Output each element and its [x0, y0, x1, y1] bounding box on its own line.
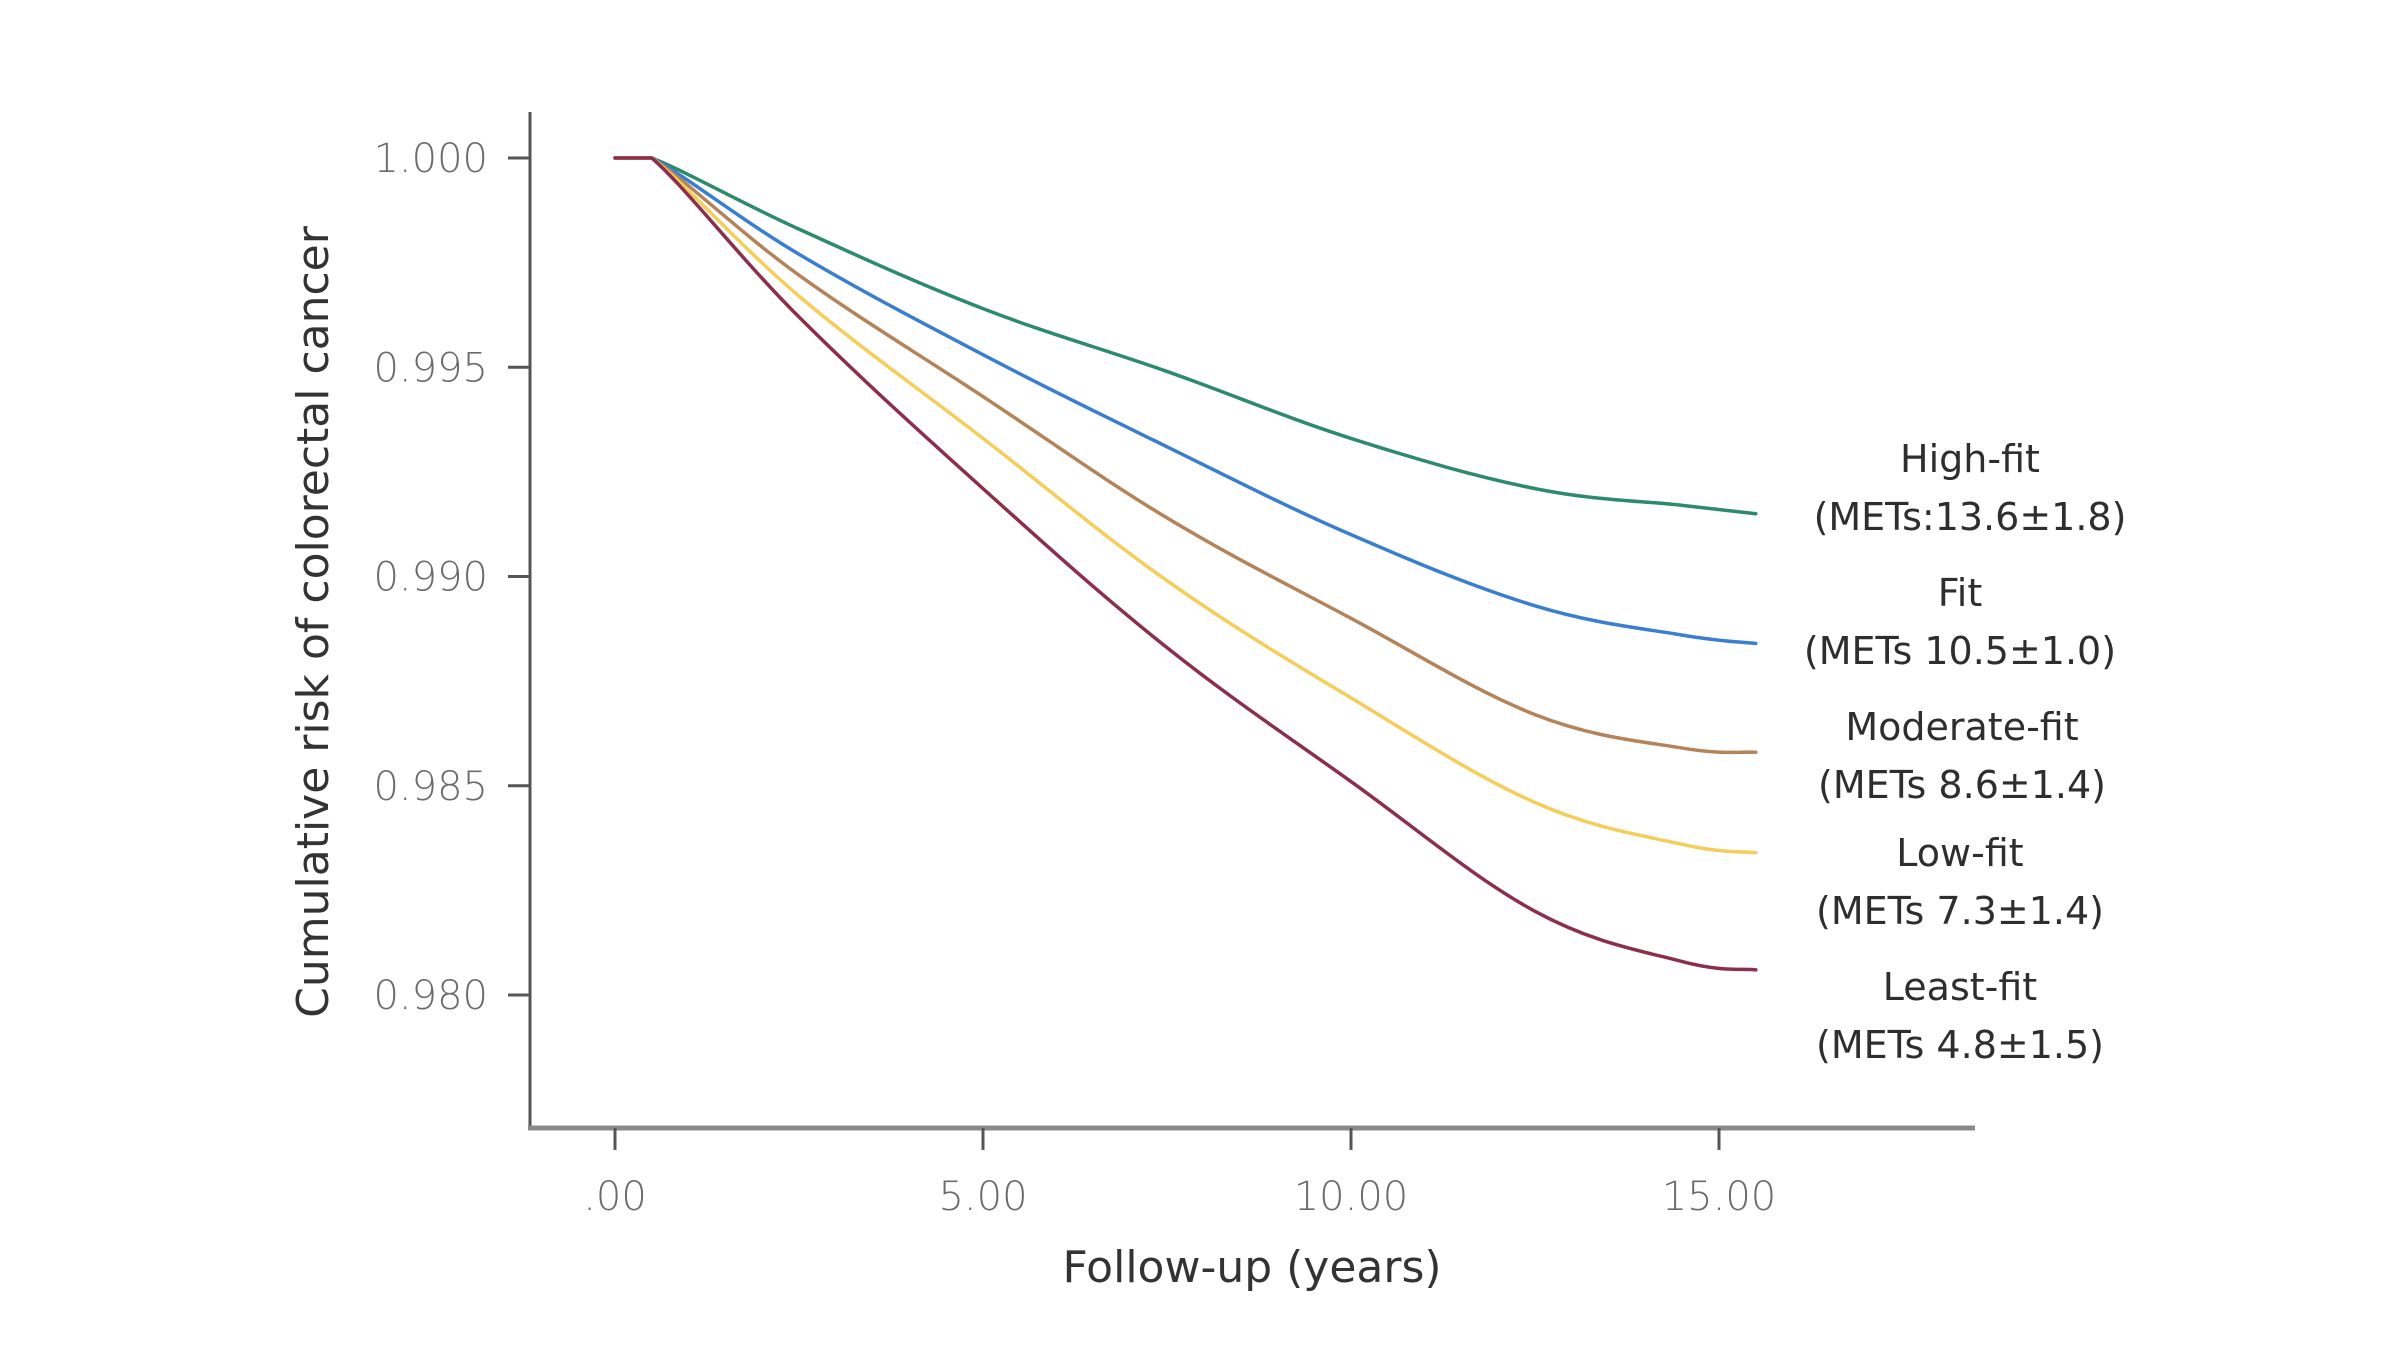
y-axis-ticks: 1.000 0.995 0.990 0.985 0.980: [373, 136, 530, 1019]
x-axis: .00 5.00 10.00 15.00 Follow-up (years): [528, 1125, 1975, 1293]
x-tick-label: 10.00: [1294, 1174, 1409, 1220]
series-line-low-fit: [613, 156, 1758, 855]
x-axis-ticks: .00 5.00 10.00 15.00: [583, 1128, 1776, 1220]
y-tick-label: 0.995: [373, 345, 488, 391]
series-line-least-fit: [613, 156, 1758, 972]
series-lines: [613, 156, 1758, 972]
legend: High-fit (METs:13.6±1.8) Fit (METs 10.5±1.0…: [1804, 437, 2127, 1067]
legend-detail: (METs 7.3±1.4): [1816, 889, 2104, 933]
y-tick-label: 0.985: [373, 764, 488, 810]
x-tick-label: 5.00: [938, 1174, 1027, 1220]
legend-detail: (METs:13.6±1.8): [1814, 495, 2127, 539]
legend-label: Fit: [1938, 571, 1983, 615]
x-axis-title: Follow-up (years): [1062, 1242, 1441, 1293]
legend-item: High-fit (METs:13.6±1.8): [1814, 437, 2127, 539]
y-axis: 1.000 0.995 0.990 0.985 0.980 Cumulative ris…: [288, 112, 532, 1130]
series-line-moderate-fit: [613, 156, 1758, 755]
legend-label: Moderate-fit: [1845, 705, 2078, 749]
y-tick-label: 1.000: [373, 136, 488, 182]
legend-label: High-fit: [1900, 437, 2040, 481]
y-tick-label: 0.980: [373, 973, 488, 1019]
legend-detail: (METs 4.8±1.5): [1816, 1023, 2104, 1067]
legend-item: Fit (METs 10.5±1.0): [1804, 571, 2116, 673]
series-line-fit: [613, 156, 1758, 646]
legend-label: Least-fit: [1883, 965, 2037, 1009]
legend-item: Low-fit (METs 7.3±1.4): [1816, 831, 2104, 933]
legend-item: Moderate-fit (METs 8.6±1.4): [1818, 705, 2106, 807]
series-line-high-fit: [613, 156, 1758, 516]
x-tick-label: .00: [583, 1174, 647, 1220]
legend-item: Least-fit (METs 4.8±1.5): [1816, 965, 2104, 1067]
x-tick-label: 15.00: [1662, 1174, 1777, 1220]
legend-label: Low-fit: [1896, 831, 2023, 875]
legend-detail: (METs 8.6±1.4): [1818, 763, 2106, 807]
legend-detail: (METs 10.5±1.0): [1804, 629, 2116, 673]
y-axis-title: Cumulative risk of colorectal cancer: [288, 225, 339, 1018]
y-tick-label: 0.990: [373, 555, 488, 601]
